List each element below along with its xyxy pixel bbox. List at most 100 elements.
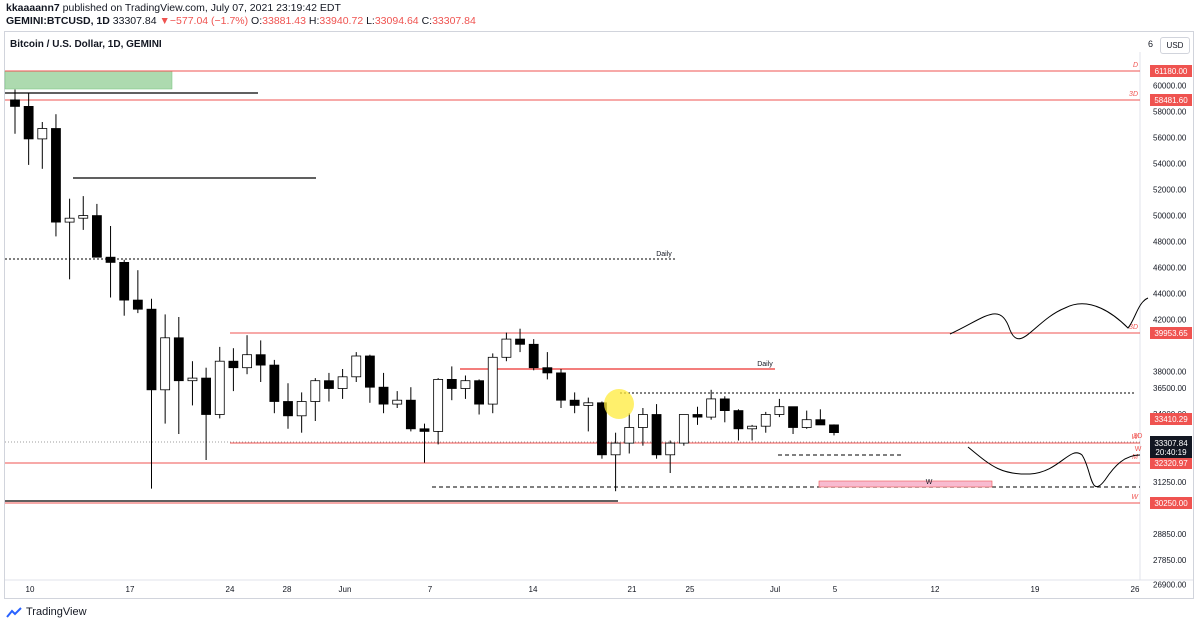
- down-arrow-icon: ▼: [159, 15, 170, 27]
- price-tag-label: 30250.00: [1154, 499, 1188, 508]
- close-value: 33307.84: [432, 15, 476, 27]
- candle-body: [160, 337, 171, 391]
- publish-line: kkaaaann7 published on TradingView.com, …: [6, 2, 341, 14]
- x-tick-label: Jun: [339, 585, 352, 594]
- annotation-label: 3D: [1134, 433, 1143, 440]
- annotation-label: Daily: [757, 361, 773, 368]
- candle-body: [310, 380, 321, 402]
- x-tick-label: 10: [26, 585, 35, 594]
- candle-body: [10, 99, 20, 107]
- price-tag-label: 33410.29: [1154, 415, 1188, 424]
- y-tick-label: 46000.00: [1153, 264, 1187, 273]
- y-tick-label: 48000.00: [1153, 238, 1187, 247]
- candle-body: [815, 419, 826, 426]
- candle-body: [201, 377, 212, 415]
- price-tag-label: 58481.60: [1154, 96, 1188, 105]
- candle-body: [597, 402, 607, 456]
- candle-body: [242, 354, 252, 369]
- y-tick-label: 26900.00: [1153, 581, 1187, 590]
- username[interactable]: kkaaaann7: [6, 2, 60, 14]
- candle-body: [774, 406, 785, 415]
- candle-body: [460, 380, 471, 389]
- price-tag-label: 39953.65: [1154, 329, 1188, 338]
- candle-body: [487, 356, 498, 405]
- y-tick-label: 56000.00: [1153, 134, 1187, 143]
- projection-curve: [967, 446, 1141, 488]
- price-tag-bg: [1150, 94, 1192, 106]
- candle-body: [678, 414, 689, 444]
- candle-body: [187, 377, 198, 382]
- candle-body: [829, 424, 839, 433]
- level-tag: 3D: [1129, 324, 1138, 331]
- candle-body: [569, 399, 580, 406]
- candle-body: [173, 337, 184, 382]
- candle-body: [296, 401, 307, 417]
- candle-body: [364, 355, 375, 388]
- candle-body: [23, 106, 34, 140]
- candle-body: [37, 128, 48, 140]
- last-price-label: 33307.84: [1154, 439, 1188, 448]
- annotation-label: W: [926, 479, 933, 486]
- level-tag: W: [1131, 494, 1139, 501]
- annotation-label: W: [1135, 446, 1142, 453]
- x-tick-label: 21: [628, 585, 637, 594]
- x-tick-label: 12: [931, 585, 940, 594]
- level-tag: 3D: [1129, 91, 1138, 98]
- x-tick-label: 25: [686, 585, 695, 594]
- candle-body: [283, 401, 293, 417]
- candle-body: [719, 398, 730, 411]
- candle-body: [92, 215, 102, 258]
- candle-body: [515, 338, 525, 345]
- gear-icon[interactable]: 6: [1148, 39, 1154, 49]
- candle-body: [610, 442, 621, 456]
- candle-body: [351, 355, 362, 378]
- price-tag-bg: [1150, 497, 1192, 509]
- candle-body: [269, 364, 280, 402]
- candle-body: [78, 215, 89, 219]
- candle-body: [733, 410, 744, 430]
- candle-body: [760, 414, 771, 427]
- candle-body: [501, 338, 512, 358]
- candle-body: [624, 427, 635, 444]
- x-tick-label: 17: [126, 585, 135, 594]
- last-price: 33307.84: [112, 15, 157, 27]
- currency-button[interactable]: USD: [1160, 37, 1190, 54]
- annotation-label: Daily: [656, 251, 672, 258]
- candle-body: [132, 299, 143, 310]
- last-price-tag-bg: [1150, 436, 1192, 458]
- candle-body: [64, 217, 75, 223]
- price-tag-bg: [1150, 413, 1192, 425]
- candle-body: [433, 378, 444, 432]
- candle-body: [692, 414, 703, 418]
- candle-body: [228, 360, 239, 369]
- x-tick-label: 7: [428, 585, 433, 594]
- projection-curve: [949, 297, 1149, 340]
- chart-title: Bitcoin / U.S. Dollar, 1D, GEMINI: [10, 39, 162, 50]
- candle-body: [324, 380, 334, 389]
- price-tag-bg: [1150, 457, 1192, 469]
- candle-body: [392, 399, 403, 405]
- high-label: H:: [308, 15, 320, 27]
- y-tick-label: 36500.00: [1153, 384, 1187, 393]
- candle-body: [337, 376, 348, 389]
- price-tag-bg: [1150, 327, 1192, 339]
- x-tick-label: 24: [226, 585, 235, 594]
- supply-zone: [4, 70, 173, 90]
- x-tick-label: 26: [1131, 585, 1140, 594]
- symbol-label: GEMINI:BTCUSD, 1D: [6, 15, 110, 27]
- candle-body: [665, 442, 676, 456]
- y-tick-label: 54000.00: [1153, 160, 1187, 169]
- quote-line: GEMINI:BTCUSD, 1D 33307.84 ▼−577.04 (−1.…: [6, 15, 476, 27]
- candle-body: [378, 386, 389, 405]
- level-tag: W: [1131, 434, 1139, 441]
- y-tick-label: 50000.00: [1153, 212, 1187, 221]
- low-value: 33094.64: [374, 15, 419, 27]
- countdown-label: 20:40:19: [1155, 448, 1187, 457]
- close-label: C:: [421, 15, 433, 27]
- price-change: −577.04 (−1.7%): [169, 15, 249, 27]
- footer-brand[interactable]: TradingView: [6, 606, 87, 618]
- y-tick-label: 58000.00: [1153, 108, 1187, 117]
- y-tick-label: 38000.00: [1153, 368, 1187, 377]
- candle-body: [542, 367, 553, 374]
